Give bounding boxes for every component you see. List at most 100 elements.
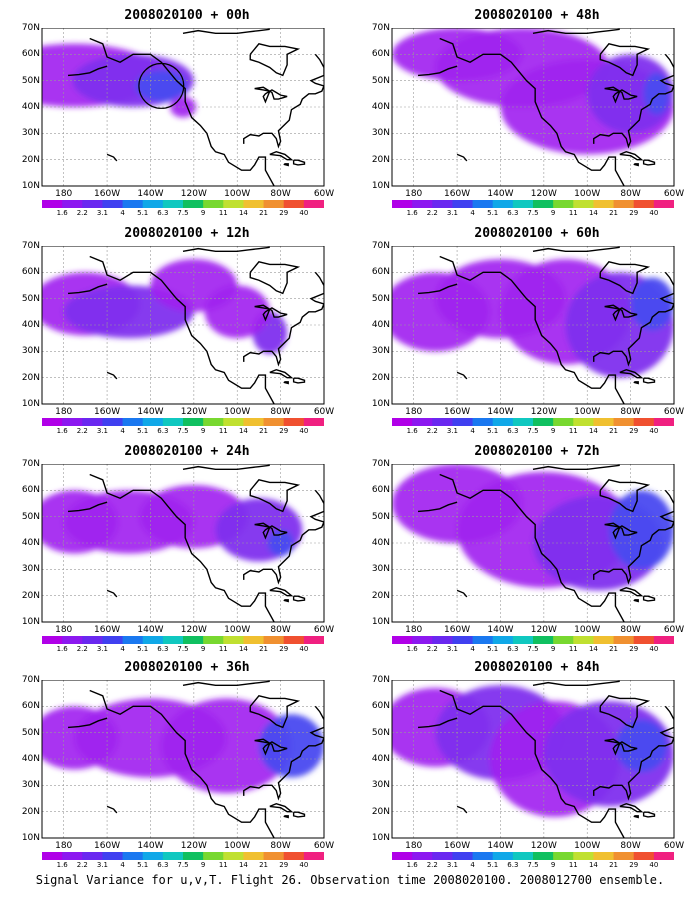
colorbar-swatch <box>573 852 594 860</box>
colorbar-label: 4 <box>470 427 475 435</box>
coastline-great-lakes <box>604 522 638 540</box>
colorbar-swatch <box>492 200 514 208</box>
latitude-label: 50N <box>371 511 390 522</box>
coastline-great-lakes <box>254 86 288 104</box>
coastline-great-lakes <box>254 522 288 540</box>
colorbar-label: 40 <box>649 645 659 653</box>
latitude-label: 20N <box>21 154 40 165</box>
colorbar-swatch <box>472 418 494 426</box>
colorbar-swatch <box>432 200 453 208</box>
colorbar <box>392 200 674 208</box>
coastline-hawaii <box>106 589 118 598</box>
colorbar-label: 2.2 <box>76 645 88 653</box>
variance-map <box>391 680 675 839</box>
colorbar-label: 3.1 <box>446 427 458 435</box>
colorbar-label: 11 <box>568 209 578 217</box>
latitude-label: 70N <box>371 459 390 469</box>
map-panel: 2008020100 + 48h 70N 60N 50N 40N 30N 20N 10N 180… <box>372 8 700 220</box>
longitude-label: 140W <box>487 625 514 635</box>
colorbar-swatch <box>102 852 124 860</box>
longitude-label: 100W <box>224 841 251 851</box>
longitude-label: 120W <box>530 625 557 635</box>
latitude-label: 50N <box>21 293 40 304</box>
colorbar <box>42 418 324 426</box>
colorbar-label: 29 <box>629 861 639 869</box>
coastline-cuba <box>269 151 294 161</box>
longitude-label: 100W <box>574 625 601 635</box>
coastline-pacific <box>89 255 275 404</box>
longitude-label: 100W <box>574 189 601 199</box>
colorbar-swatch <box>263 636 285 644</box>
coastline-hispaniola <box>642 377 656 384</box>
colorbar-label: 5.1 <box>487 209 499 217</box>
longitude-label: 160W <box>444 189 471 199</box>
colorbar <box>392 418 674 426</box>
colorbar-swatch <box>452 200 474 208</box>
panel-title: 2008020100 + 84h <box>474 660 600 675</box>
colorbar-swatch <box>553 852 574 860</box>
colorbar-label: 3.1 <box>96 209 108 217</box>
longitude-label: 140W <box>137 407 164 417</box>
colorbar-label: 1.6 <box>56 861 68 869</box>
colorbar-swatch <box>62 636 83 644</box>
colorbar-swatch <box>533 418 554 426</box>
coastline-hudson-bay <box>249 479 301 513</box>
coastline-aleutians <box>417 283 458 295</box>
latitude-label: 50N <box>371 75 390 86</box>
longitude-label: 180 <box>55 841 73 851</box>
variance-region <box>608 490 674 570</box>
coastline-hudson-bay <box>599 479 651 513</box>
variance-map <box>41 680 325 839</box>
latitude-label: 10N <box>371 399 390 409</box>
colorbar-label: 9 <box>200 427 206 435</box>
colorbar-label: 2.2 <box>426 861 438 869</box>
panel-title: 2008020100 + 36h <box>124 660 250 675</box>
longitude-label: 180 <box>405 407 423 417</box>
latitude-label: 20N <box>371 590 390 601</box>
longitude-label: 60W <box>313 407 335 417</box>
colorbar-swatch <box>653 200 674 208</box>
colorbar-swatch <box>392 852 413 860</box>
coastline-atlantic <box>243 489 324 585</box>
colorbar-label: 29 <box>279 209 289 217</box>
coastline-hudson-bay <box>249 695 301 729</box>
colorbar-label: 29 <box>629 209 639 217</box>
latitude-label: 60N <box>371 701 390 712</box>
colorbar-label: 5.1 <box>137 645 149 653</box>
longitude-label: 80W <box>620 407 641 417</box>
longitude-label: 100W <box>224 625 251 635</box>
colorbar-label: 6.3 <box>157 427 169 435</box>
colorbar-label: 3.1 <box>446 861 458 869</box>
colorbar-swatch <box>553 200 574 208</box>
latitude-label: 70N <box>21 241 40 251</box>
coastline-pacific <box>439 37 625 186</box>
colorbar-swatch <box>533 200 554 208</box>
colorbar-label: 21 <box>609 427 619 435</box>
longitude-label: 180 <box>405 841 423 851</box>
coastline-pacific <box>439 255 625 404</box>
longitude-label: 60W <box>313 189 335 199</box>
map-frame <box>41 464 325 623</box>
colorbar-swatch <box>62 418 83 426</box>
colorbar-swatch <box>412 852 433 860</box>
colorbar-swatch <box>303 418 324 426</box>
coastline-cuba <box>619 151 644 161</box>
map-frame <box>391 246 675 405</box>
coastline-arctic <box>182 28 270 34</box>
colorbar-label: 1.6 <box>406 645 418 653</box>
colorbar-label: 6.3 <box>507 861 519 869</box>
colorbar <box>392 636 674 644</box>
longitude-label: 140W <box>137 841 164 851</box>
longitude-label: 60W <box>313 625 335 635</box>
coastline-atlantic <box>593 53 674 149</box>
coastline-atlantic <box>243 271 324 367</box>
coastline-arctic <box>532 464 620 470</box>
variance-field <box>392 685 674 817</box>
colorbar-swatch <box>653 636 674 644</box>
colorbar-label: 21 <box>259 645 269 653</box>
latitude-label: 10N <box>371 617 390 627</box>
colorbar-label: 4 <box>120 645 125 653</box>
colorbar-label: 14 <box>588 861 598 869</box>
coastline-pacific <box>439 473 625 622</box>
variance-map <box>391 28 675 187</box>
